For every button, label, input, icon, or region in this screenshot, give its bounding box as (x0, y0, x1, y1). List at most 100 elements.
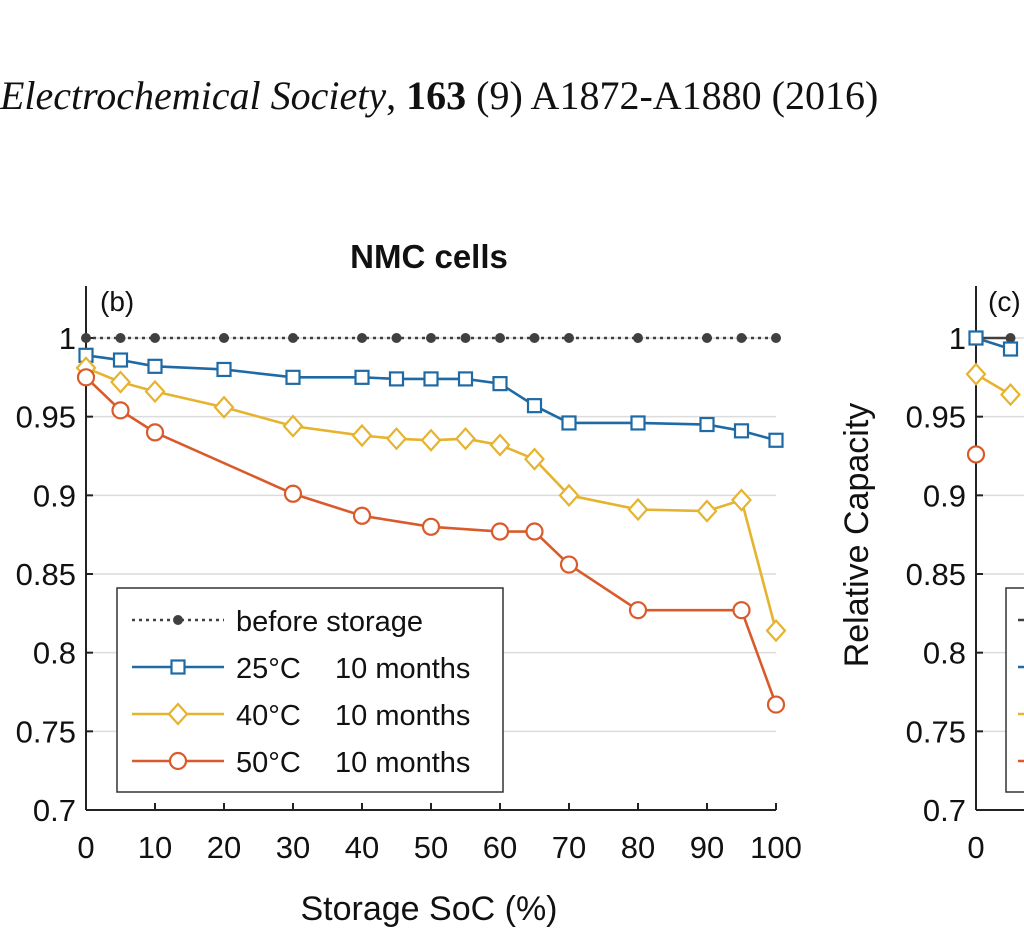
chart-title: NMC cells (350, 238, 508, 275)
data-point (1005, 333, 1016, 343)
data-point (115, 333, 126, 343)
data-point (529, 333, 540, 343)
data-point (965, 362, 987, 386)
data-point (391, 333, 402, 343)
legend-entry: before storage (132, 606, 423, 638)
data-point (699, 416, 715, 433)
legend-marker (168, 751, 188, 771)
data-point (966, 445, 986, 464)
data-point (495, 333, 505, 343)
x-tick-label: 60 (483, 830, 517, 865)
data-point (352, 506, 372, 525)
data-point (288, 333, 298, 343)
series-40-c-10-months (75, 356, 787, 643)
data-point (388, 371, 405, 387)
data-point (421, 517, 441, 536)
x-tick-labels: 0 10 20 30 40 50 60 70 80 90 100 (77, 830, 801, 865)
data-point (628, 601, 648, 620)
data-point (354, 369, 370, 385)
legend-marker (173, 615, 183, 625)
citation-rest: (9) A1872-A1880 (2016) (466, 73, 879, 118)
y-tick-label: 0.75 (906, 714, 966, 749)
data-point (150, 333, 160, 343)
x-axis-label: Storage SoC (%) (301, 890, 558, 928)
data-point (768, 432, 784, 448)
data-point (766, 695, 786, 714)
series-25-c-10-months (968, 330, 1019, 357)
data-point (489, 433, 511, 457)
data-point (732, 601, 751, 620)
data-point (110, 370, 131, 394)
x-tick-label: 0 (77, 830, 94, 865)
data-point (627, 497, 649, 522)
y-tick-label: 0.7 (923, 793, 966, 828)
legend-entry: 25°C 10 months (132, 653, 470, 685)
data-point (564, 333, 574, 343)
y-tick-label: 0.85 (906, 557, 966, 592)
x-tick-label: 30 (276, 830, 310, 865)
series-50-c-10-months (966, 445, 986, 464)
series-before-storage (81, 333, 781, 343)
volume-number: 163 (406, 73, 467, 118)
x-tick-label: 10 (138, 830, 172, 865)
legend: before storage 25°C 10 months 40°C 10 months… (116, 587, 504, 793)
legend-c-partial (1005, 587, 1024, 793)
data-point (731, 488, 752, 512)
chart-panel-b: NMC cells (b) Storage SoC (%) 0.7 0.75 0.8… (16, 238, 802, 928)
y-tick-label: 0.8 (33, 636, 76, 671)
data-point (1000, 382, 1021, 407)
data-point (460, 333, 471, 343)
y-tick-label: 0.75 (16, 714, 76, 749)
data-point (76, 368, 96, 387)
x-tick-label: 0 (967, 830, 984, 865)
y-tick-label: 1 (59, 321, 76, 356)
y-axis-label: Relative Capacity (838, 403, 876, 668)
data-point (526, 398, 543, 414)
data-point (968, 330, 984, 346)
series-40-c-10-months (965, 362, 1021, 407)
legend-marker (167, 702, 189, 726)
legend-entry: 50°C 10 months (132, 747, 470, 779)
y-tick-label: 0.85 (16, 557, 76, 592)
data-point (283, 484, 303, 503)
data-point (147, 358, 163, 374)
x-tick-label: 70 (552, 830, 586, 865)
data-point (736, 333, 747, 343)
legend-label-detail: 10 months (335, 700, 470, 732)
legend-label-detail: 10 months (335, 747, 470, 779)
data-point (423, 371, 439, 387)
data-point (213, 395, 235, 419)
series-line (85, 354, 777, 442)
legend-entry: 40°C 10 months (132, 700, 470, 732)
citation-line: Electrochemical Society, 163 (9) A1872-A… (0, 72, 1024, 132)
series-group-c (965, 330, 1021, 464)
x-tick-label: 80 (621, 830, 655, 865)
data-point (492, 376, 508, 392)
data-point (702, 333, 712, 343)
data-point (771, 333, 781, 343)
y-tick-labels: 0.7 0.75 0.8 0.85 0.9 0.95 1 (16, 321, 76, 828)
data-point (633, 333, 643, 343)
data-point (144, 379, 166, 404)
data-point (111, 401, 130, 420)
x-tick-label: 50 (414, 830, 448, 865)
data-point (357, 333, 367, 343)
chart-panel-c: (c) Relative Capacity 0.70.750.80.850.90… (838, 286, 1024, 865)
series-50-c-10-months (76, 368, 786, 714)
x-tick-label: 20 (207, 830, 241, 865)
series-25-c-10-months (78, 347, 784, 448)
series-line (85, 366, 778, 631)
data-point (457, 371, 474, 387)
x-tick-labels-c: 0 (967, 830, 984, 865)
series-group (75, 333, 787, 714)
data-point (420, 428, 442, 452)
data-point (285, 369, 301, 385)
data-point (525, 522, 544, 541)
y-tick-label: 0.95 (16, 400, 76, 435)
y-tick-label: 0.9 (923, 478, 966, 513)
legend-label: 40°C (236, 700, 301, 732)
legend-label: 25°C (236, 653, 301, 685)
data-point (490, 522, 510, 541)
data-point (1002, 341, 1019, 357)
